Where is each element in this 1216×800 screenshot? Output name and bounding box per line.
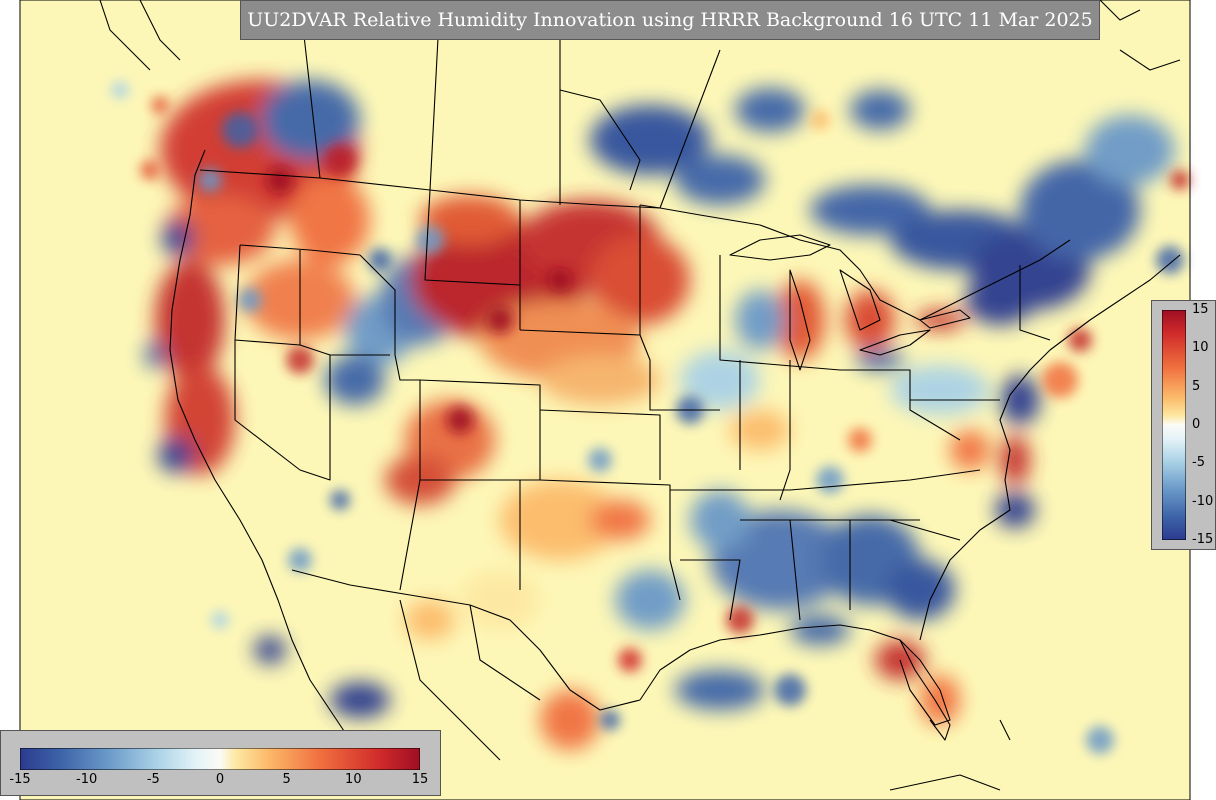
horizontal-tick-label: 10 [345,772,362,787]
map-title: UU2DVAR Relative Humidity Innovation usi… [247,9,1093,31]
vertical-tick-label: 5 [1192,378,1201,394]
vertical-tick-label: 0 [1192,417,1201,432]
border-us-mexico [291,569,641,711]
west-coast [169,149,371,781]
lake-huron [839,269,881,331]
horizontal-tick-label: -10 [76,772,98,787]
horizontal-tick-label: -15 [9,772,31,787]
vertical-tick-label: 10 [1192,340,1209,356]
vertical-tick-label: 15 [1192,302,1209,317]
horizontal-colorbar-swatch [20,748,420,770]
vertical-tick-label: -10 [1192,493,1214,509]
east-coast [919,254,1181,641]
lake-michigan [789,269,811,371]
lake-ontario [919,309,971,329]
vertical-tick-label: -5 [1192,455,1205,471]
horizontal-tick-label: 5 [282,772,291,787]
vertical-colorbar-swatch [1162,310,1186,540]
florida [899,639,951,741]
title-box: UU2DVAR Relative Humidity Innovation usi… [240,0,1100,40]
anomaly-field [145,80,1175,750]
vertical-tick-label: -15 [1192,532,1214,547]
horizontal-tick-label: -5 [146,772,160,787]
lake-erie [859,329,931,356]
horizontal-tick-label: 15 [411,772,429,787]
gulf-coast [639,624,951,726]
boundaries [99,0,1181,791]
lake-superior [729,234,831,261]
horizontal-tick-label: 0 [215,772,225,787]
border-canada-us [199,169,1071,321]
